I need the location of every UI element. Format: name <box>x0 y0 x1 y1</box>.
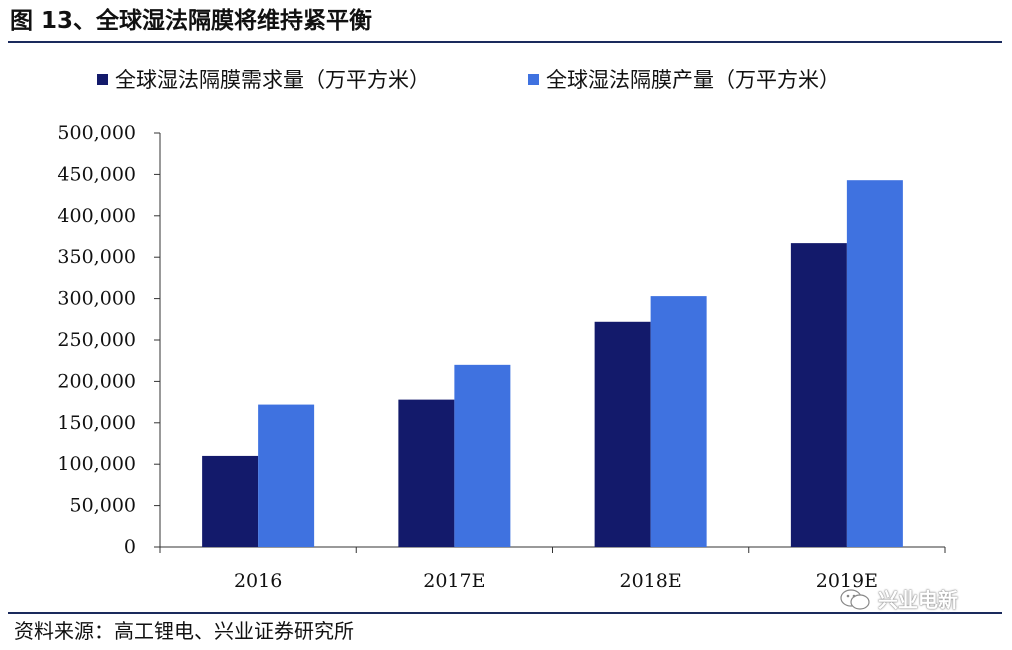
supply-bar-2019E <box>846 180 903 548</box>
demand-bar-2019E <box>790 243 847 547</box>
watermark-text: 兴业电新 <box>878 588 958 612</box>
title-rule <box>8 41 1002 43</box>
y-tick-label: 300,000 <box>57 288 136 310</box>
legend-label-1: 全球湿法隔膜需求量（万平方米） <box>115 68 430 92</box>
y-tick-label: 200,000 <box>57 370 136 392</box>
x-tick-label: 2016 <box>234 570 282 592</box>
y-tick-label: 50,000 <box>70 495 136 517</box>
x-tick-label: 2018E <box>620 570 682 592</box>
legend-label-2: 全球湿法隔膜产量（万平方米） <box>546 68 840 92</box>
x-tick-label: 2017E <box>423 570 485 592</box>
demand-bar-2018E <box>594 321 651 547</box>
y-tick-label: 350,000 <box>57 246 136 268</box>
bars <box>202 180 903 548</box>
legend-swatch-1 <box>97 74 108 85</box>
y-axis: 0 50,000 100,000 150,000 200,000 250,000 300,0… <box>57 122 161 558</box>
y-tick-label: 400,000 <box>57 205 136 227</box>
supply-bar-2017E <box>454 364 511 547</box>
source-note: 资料来源：高工锂电、兴业证券研究所 <box>14 619 354 643</box>
y-tick-label: 100,000 <box>57 453 136 475</box>
y-tick-label: 150,000 <box>57 412 136 434</box>
demand-bar-2017E <box>398 399 455 547</box>
y-tick-label: 250,000 <box>57 329 136 351</box>
wechat-icon <box>840 589 870 610</box>
y-tick-label: 500,000 <box>57 122 136 144</box>
legend-swatch-2 <box>528 74 539 85</box>
source-rule <box>8 612 1002 614</box>
figure-title: 图 13、全球湿法隔膜将维持紧平衡 <box>10 8 373 34</box>
supply-bar-2018E <box>650 296 707 547</box>
x-axis: 2016 2017E 2018E 2019E <box>159 546 946 592</box>
demand-bar-2016 <box>202 455 259 547</box>
legend: 全球湿法隔膜需求量（万平方米） 全球湿法隔膜产量（万平方米） <box>97 68 840 92</box>
bar-chart: 全球湿法隔膜需求量（万平方米） 全球湿法隔膜产量（万平方米） 0 50,000 100… <box>57 68 946 592</box>
watermark: 兴业电新 <box>840 585 958 615</box>
x-tick-label: 2019E <box>816 570 878 592</box>
y-tick-label: 0 <box>124 536 136 558</box>
y-tick-label: 450,000 <box>57 163 136 185</box>
supply-bar-2016 <box>258 404 315 547</box>
